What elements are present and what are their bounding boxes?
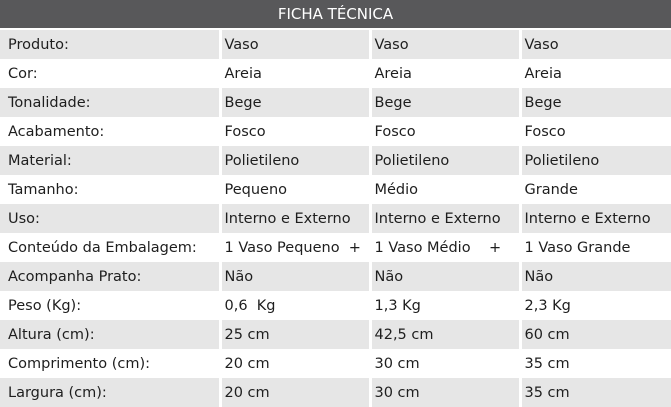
row-label: Uso:: [0, 204, 220, 233]
row-value: Vaso: [368, 30, 520, 59]
table-row: Acabamento: Fosco Fosco Fosco: [0, 117, 671, 146]
row-label: Altura (cm):: [0, 320, 220, 349]
row-label: Cor:: [0, 59, 220, 88]
row-value: Pequeno: [218, 175, 370, 204]
row-label: Acabamento:: [0, 117, 220, 146]
row-label: Acompanha Prato:: [0, 262, 220, 291]
row-value: Polietileno: [368, 146, 520, 175]
table-title: FICHA TÉCNICA: [0, 0, 671, 28]
table-row: Tonalidade: Bege Bege Bege: [0, 88, 671, 117]
row-value: Polietileno: [518, 146, 671, 175]
row-value: Fosco: [518, 117, 671, 146]
row-label: Produto:: [0, 30, 220, 59]
row-value: Não: [368, 262, 520, 291]
table-row: Acompanha Prato: Não Não Não: [0, 262, 671, 291]
table-row: Cor: Areia Areia Areia: [0, 59, 671, 88]
row-value: Areia: [368, 59, 520, 88]
row-value: Fosco: [368, 117, 520, 146]
row-value: 35 cm: [518, 378, 671, 407]
table-row: Largura (cm): 20 cm 30 cm 35 cm: [0, 378, 671, 407]
row-label: Comprimento (cm):: [0, 349, 220, 378]
table-row: Conteúdo da Embalagem: 1 Vaso Pequeno +1 …: [0, 233, 671, 262]
table-row: Produto: Vaso Vaso Vaso: [0, 30, 671, 59]
row-value: Não: [218, 262, 370, 291]
row-label: Material:: [0, 146, 220, 175]
row-value: Vaso: [518, 30, 671, 59]
row-value: 1 Vaso Grande: [518, 233, 671, 262]
row-value: 30 cm: [368, 378, 520, 407]
row-value: 1,3 Kg: [368, 291, 520, 320]
row-value: Interno e Externo: [368, 204, 520, 233]
table-row: Tamanho: Pequeno Médio Grande: [0, 175, 671, 204]
row-value: Médio: [368, 175, 520, 204]
spec-table: Produto: Vaso Vaso Vaso Cor: Areia Areia Areia T…: [0, 30, 671, 407]
row-value: Não: [518, 262, 671, 291]
row-value: 25 cm: [218, 320, 370, 349]
row-value: 60 cm: [518, 320, 671, 349]
row-value: Vaso: [218, 30, 370, 59]
row-value: Areia: [518, 59, 671, 88]
row-label: Peso (Kg):: [0, 291, 220, 320]
row-value: 20 cm: [218, 378, 370, 407]
row-value: 30 cm: [368, 349, 520, 378]
row-value: Interno e Externo: [518, 204, 671, 233]
row-value: Fosco: [218, 117, 370, 146]
row-label: Tamanho:: [0, 175, 220, 204]
row-value: Bege: [518, 88, 671, 117]
row-value: 35 cm: [518, 349, 671, 378]
row-value: 1 Vaso Médio +: [368, 233, 520, 262]
row-value: Bege: [218, 88, 370, 117]
row-value: 1 Vaso Pequeno +: [218, 233, 370, 262]
row-value: 2,3 Kg: [518, 291, 671, 320]
row-label: Largura (cm):: [0, 378, 220, 407]
row-value: 20 cm: [218, 349, 370, 378]
row-value: Interno e Externo: [218, 204, 370, 233]
row-value: 42,5 cm: [368, 320, 520, 349]
row-label: Conteúdo da Embalagem:: [0, 233, 220, 262]
table-row: Uso: Interno e Externo Interno e Externo In…: [0, 204, 671, 233]
table-row: Peso (Kg): 0,6 Kg 1,3 Kg 2,3 Kg: [0, 291, 671, 320]
row-value: Areia: [218, 59, 370, 88]
row-value: Grande: [518, 175, 671, 204]
row-value: 0,6 Kg: [218, 291, 370, 320]
row-label: Tonalidade:: [0, 88, 220, 117]
row-value: Bege: [368, 88, 520, 117]
table-row: Comprimento (cm): 20 cm 30 cm 35 cm: [0, 349, 671, 378]
table-row: Altura (cm): 25 cm 42,5 cm 60 cm: [0, 320, 671, 349]
row-value: Polietileno: [218, 146, 370, 175]
table-row: Material: Polietileno Polietileno Polietile…: [0, 146, 671, 175]
